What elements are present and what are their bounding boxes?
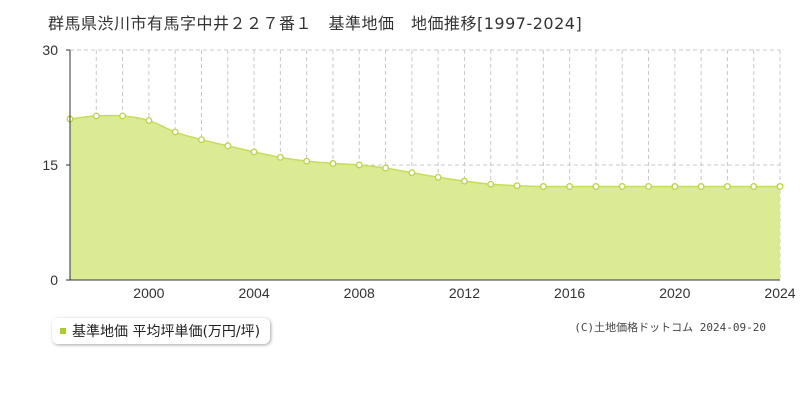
x-tick-label: 2024	[764, 285, 795, 301]
data-point	[513, 182, 521, 190]
y-tick-label: 15	[42, 157, 58, 173]
x-tick-label: 2012	[449, 285, 480, 301]
data-point	[198, 136, 205, 144]
data-point	[697, 183, 705, 190]
x-tick-label: 2020	[659, 285, 690, 301]
data-point	[92, 112, 100, 120]
data-point	[618, 183, 626, 190]
copyright-text: (C)土地価格ドットコム 2024-09-20	[574, 321, 766, 334]
data-point	[303, 157, 311, 165]
data-point	[487, 180, 495, 188]
data-point	[171, 128, 179, 136]
data-point	[723, 183, 731, 190]
data-point	[566, 183, 574, 190]
marker-layer	[66, 112, 784, 190]
data-point	[250, 148, 258, 156]
data-point	[671, 183, 679, 190]
x-tick-label: 2000	[133, 285, 164, 301]
data-point	[750, 183, 758, 190]
x-tick-label: 2016	[554, 285, 585, 301]
y-tick-label: 0	[50, 272, 58, 288]
data-point	[329, 160, 337, 167]
legend-label: 基準地価 平均坪単価(万円/坪)	[72, 324, 261, 340]
area-fill	[70, 115, 780, 281]
y-tick-label: 30	[42, 42, 58, 58]
data-point	[408, 169, 416, 177]
data-point	[645, 183, 652, 190]
data-point	[382, 164, 390, 172]
data-point	[276, 153, 284, 161]
data-point	[145, 117, 153, 124]
data-point	[355, 161, 363, 169]
legend-swatch	[60, 328, 66, 334]
tick-labels: 0 15 30 2000 2004 2008 2012 2016 2020 2024	[42, 42, 795, 301]
data-point	[539, 183, 547, 190]
x-tick-label: 2004	[238, 285, 269, 301]
x-tick-label: 2008	[344, 285, 375, 301]
data-point	[460, 177, 468, 185]
series-line	[69, 114, 780, 188]
data-point	[592, 183, 600, 190]
data-point	[119, 112, 127, 120]
data-point	[776, 183, 784, 190]
legend: 基準地価 平均坪単価(万円/坪)	[52, 318, 271, 344]
data-point	[434, 173, 442, 181]
data-point	[224, 142, 232, 150]
chart-title: 群馬県渋川市有馬字中井２２７番１ 基準地価 地価推移[1997-2024]	[48, 14, 583, 33]
